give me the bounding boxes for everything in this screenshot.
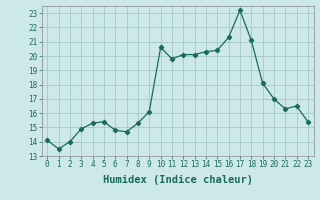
X-axis label: Humidex (Indice chaleur): Humidex (Indice chaleur) xyxy=(103,175,252,185)
